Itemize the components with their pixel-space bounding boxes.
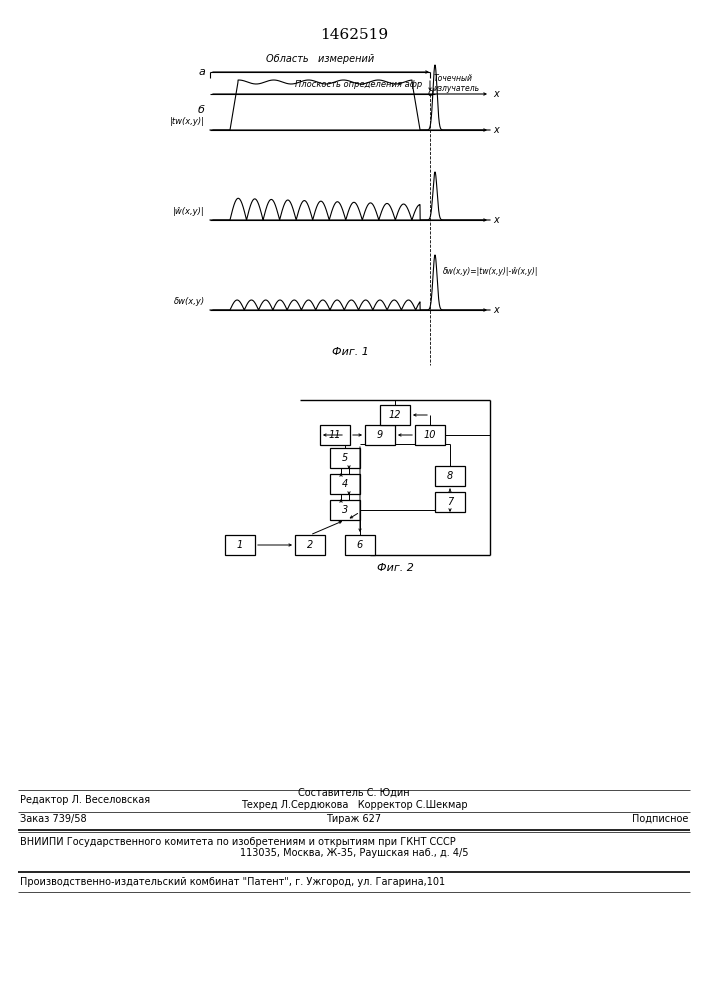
Text: 12: 12 [389, 410, 402, 420]
Text: 3: 3 [342, 505, 348, 515]
Text: Составитель С. Юдин: Составитель С. Юдин [298, 788, 410, 798]
Text: Производственно-издательский комбинат "Патент", г. Ужгород, ул. Гагарина,101: Производственно-издательский комбинат "П… [20, 877, 445, 887]
Text: Фиг. 2: Фиг. 2 [377, 563, 414, 573]
Text: 7: 7 [447, 497, 453, 507]
Bar [435, 466, 465, 486]
Text: 9: 9 [377, 430, 383, 440]
Text: x: x [493, 125, 498, 135]
Text: 6: 6 [357, 540, 363, 550]
Text: Точечный: Точечный [434, 74, 473, 83]
Bar [330, 474, 360, 494]
Bar [295, 535, 325, 555]
Text: x: x [493, 215, 498, 225]
Text: а: а [198, 67, 205, 77]
Text: 113035, Москва, Ж-35, Раушская наб., д. 4/5: 113035, Москва, Ж-35, Раушская наб., д. … [240, 848, 468, 858]
Text: б: б [198, 105, 205, 115]
Text: ВНИИПИ Государственного комитета по изобретениям и открытиям при ГКНТ СССР: ВНИИПИ Государственного комитета по изоб… [20, 837, 456, 847]
Text: Фиг. 1: Фиг. 1 [332, 347, 368, 357]
Text: Подписное: Подписное [631, 814, 688, 824]
Text: Область   измерений: Область измерений [266, 54, 374, 64]
Text: x: x [493, 89, 498, 99]
Text: Заказ 739/58: Заказ 739/58 [20, 814, 87, 824]
Text: 11: 11 [329, 430, 341, 440]
Bar [345, 535, 375, 555]
Text: |tw(x,y)|: |tw(x,y)| [170, 117, 205, 126]
Text: Редактор Л. Веселовская: Редактор Л. Веселовская [20, 795, 150, 805]
Bar [435, 492, 465, 512]
Text: x: x [493, 305, 498, 315]
Text: 1462519: 1462519 [320, 28, 388, 42]
Text: δw(x,y)=|tw(x,y)|-ŵ(x,y)|: δw(x,y)=|tw(x,y)|-ŵ(x,y)| [443, 267, 539, 276]
Bar [330, 500, 360, 520]
Text: d: d [428, 88, 434, 98]
Text: 2: 2 [307, 540, 313, 550]
Bar [320, 425, 350, 445]
Bar [330, 448, 360, 468]
Text: Тираж 627: Тираж 627 [327, 814, 382, 824]
Text: 4: 4 [342, 479, 348, 489]
Text: |ŵ(x,y)|: |ŵ(x,y)| [173, 208, 205, 217]
Text: 8: 8 [447, 471, 453, 481]
Text: δw(x,y): δw(x,y) [174, 298, 205, 306]
Bar [365, 425, 395, 445]
Bar [415, 425, 445, 445]
Text: излучатель: излучатель [434, 84, 480, 93]
Text: Плоскость определения афр: Плоскость определения афр [295, 80, 422, 89]
Text: 5: 5 [342, 453, 348, 463]
Bar [225, 535, 255, 555]
Bar [380, 405, 410, 425]
Text: 1: 1 [237, 540, 243, 550]
Text: 10: 10 [423, 430, 436, 440]
Text: Техред Л.Сердюкова   Корректор С.Шекмар: Техред Л.Сердюкова Корректор С.Шекмар [240, 800, 467, 810]
